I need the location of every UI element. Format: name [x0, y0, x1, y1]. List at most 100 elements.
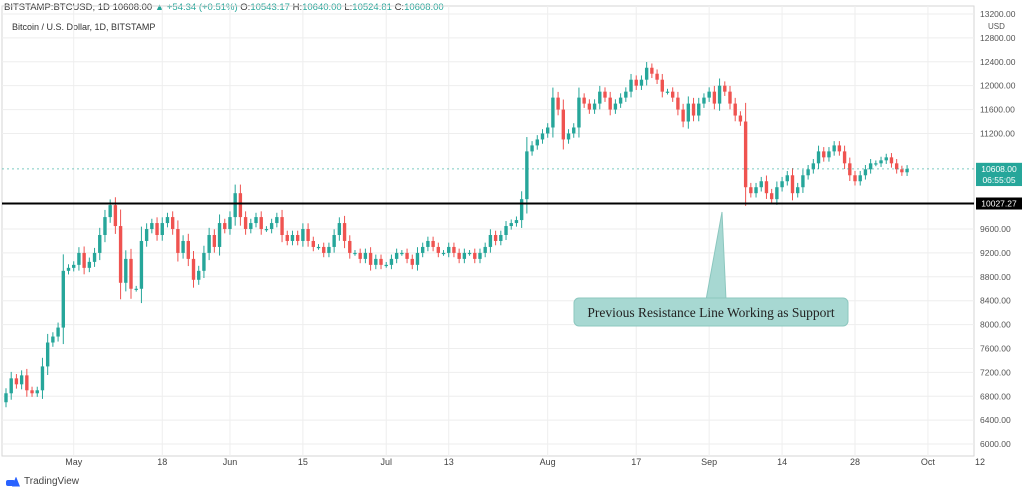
- candle-body: [811, 163, 816, 170]
- y-tick-label: 7600.00: [980, 343, 1011, 353]
- chart-header: BITSTAMP:BTCUSD, 1D 10608.00 ▲ +54.34 (+…: [4, 2, 444, 13]
- candle-body: [259, 217, 263, 230]
- y-unit-label: USD: [988, 22, 1005, 31]
- candle-body: [400, 252, 404, 255]
- candle-body: [499, 235, 503, 241]
- x-tick-label: 17: [631, 457, 641, 467]
- candle-body: [629, 79, 633, 92]
- x-tick-label: 14: [777, 457, 787, 467]
- axis-price-tag: [976, 174, 1022, 187]
- candle-body: [655, 73, 659, 80]
- candle-body: [410, 258, 414, 265]
- callout-text: Previous Resistance Line Working as Supp…: [587, 305, 835, 320]
- candle-body: [671, 91, 675, 98]
- candle-body: [212, 235, 217, 247]
- candle-body: [389, 258, 394, 265]
- candle-body: [415, 252, 420, 265]
- candle-body: [82, 252, 86, 268]
- candle-body: [306, 229, 310, 241]
- candle-body: [337, 223, 342, 235]
- candle-body: [35, 390, 39, 394]
- candle-body: [363, 252, 368, 259]
- candle-body: [644, 67, 649, 80]
- candle-body: [546, 127, 550, 134]
- x-tick-label: 12: [975, 457, 985, 467]
- candle-body: [150, 223, 154, 230]
- x-tick-label: 18: [157, 457, 167, 467]
- candle-body: [249, 223, 253, 230]
- tradingview-logo-icon: [6, 477, 20, 487]
- candle-body: [384, 264, 388, 267]
- candle-body: [19, 375, 24, 385]
- candle-body: [894, 163, 899, 170]
- candle-body: [598, 91, 602, 104]
- candle-body: [848, 163, 852, 176]
- candle-body: [243, 217, 248, 230]
- tradingview-brand[interactable]: TradingView: [6, 476, 79, 487]
- candle-body: [697, 103, 701, 116]
- x-tick-label: 13: [444, 457, 454, 467]
- candle-body: [749, 187, 753, 194]
- candle-body: [816, 151, 821, 164]
- axis-price-tag-label: 06:55:05: [982, 175, 1015, 185]
- y-tick-label: 8000.00: [980, 320, 1011, 330]
- candle-body: [900, 169, 904, 173]
- candle-body: [796, 187, 800, 194]
- candle-body: [217, 223, 222, 247]
- y-tick-label: 7200.00: [980, 367, 1011, 377]
- x-tick-label: Oct: [921, 457, 936, 467]
- candle-body: [905, 168, 909, 173]
- open-label: O:: [240, 2, 251, 13]
- candle-body: [420, 246, 425, 253]
- candle-body: [98, 235, 102, 253]
- candle-body: [754, 187, 758, 194]
- candle-body: [509, 223, 513, 227]
- candle-body: [681, 109, 685, 122]
- candle-body: [441, 252, 446, 255]
- y-tick-label: 11200.00: [980, 128, 1015, 138]
- candle-body: [170, 217, 175, 230]
- candle-body: [717, 85, 722, 104]
- candle-body: [608, 97, 612, 110]
- close-value: 10608.00: [404, 2, 444, 13]
- candle-body: [327, 246, 331, 253]
- y-tick-label: 13200.00: [980, 9, 1016, 19]
- candle-body: [264, 229, 269, 231]
- x-tick-label: 28: [850, 457, 860, 467]
- candle-body: [618, 97, 623, 104]
- candle-body: [462, 252, 467, 259]
- candle-body: [181, 240, 185, 253]
- x-tick-label: May: [65, 457, 83, 467]
- candle-body: [686, 103, 691, 122]
- candle-body: [889, 157, 894, 164]
- candle-body: [769, 193, 774, 200]
- candle-body: [457, 252, 461, 259]
- close-label: C:: [394, 2, 405, 13]
- candle-body: [634, 79, 638, 86]
- candle-body: [691, 103, 696, 116]
- candle-body: [51, 336, 55, 343]
- candle-body: [624, 91, 628, 98]
- candle-body: [723, 85, 727, 92]
- candle-body: [124, 258, 128, 283]
- candle-body: [160, 223, 164, 235]
- candle-body: [228, 217, 232, 230]
- candle-body: [764, 181, 769, 194]
- axis-price-tag: [976, 197, 1022, 210]
- brand-label: TradingView: [24, 476, 80, 487]
- y-tick-label: 12000.00: [980, 81, 1016, 91]
- candle-body: [676, 97, 680, 110]
- candle-body: [207, 235, 211, 253]
- candle-body: [822, 151, 826, 158]
- candle-body: [650, 67, 654, 74]
- candle-body: [733, 103, 737, 116]
- candle-body: [108, 205, 112, 218]
- candle-body: [4, 393, 8, 403]
- candle-body: [25, 375, 29, 391]
- candle-body: [134, 288, 138, 290]
- candle-body: [332, 235, 336, 247]
- candle-body: [144, 229, 149, 241]
- candle-body: [556, 97, 560, 110]
- y-tick-label: 9200.00: [980, 248, 1011, 258]
